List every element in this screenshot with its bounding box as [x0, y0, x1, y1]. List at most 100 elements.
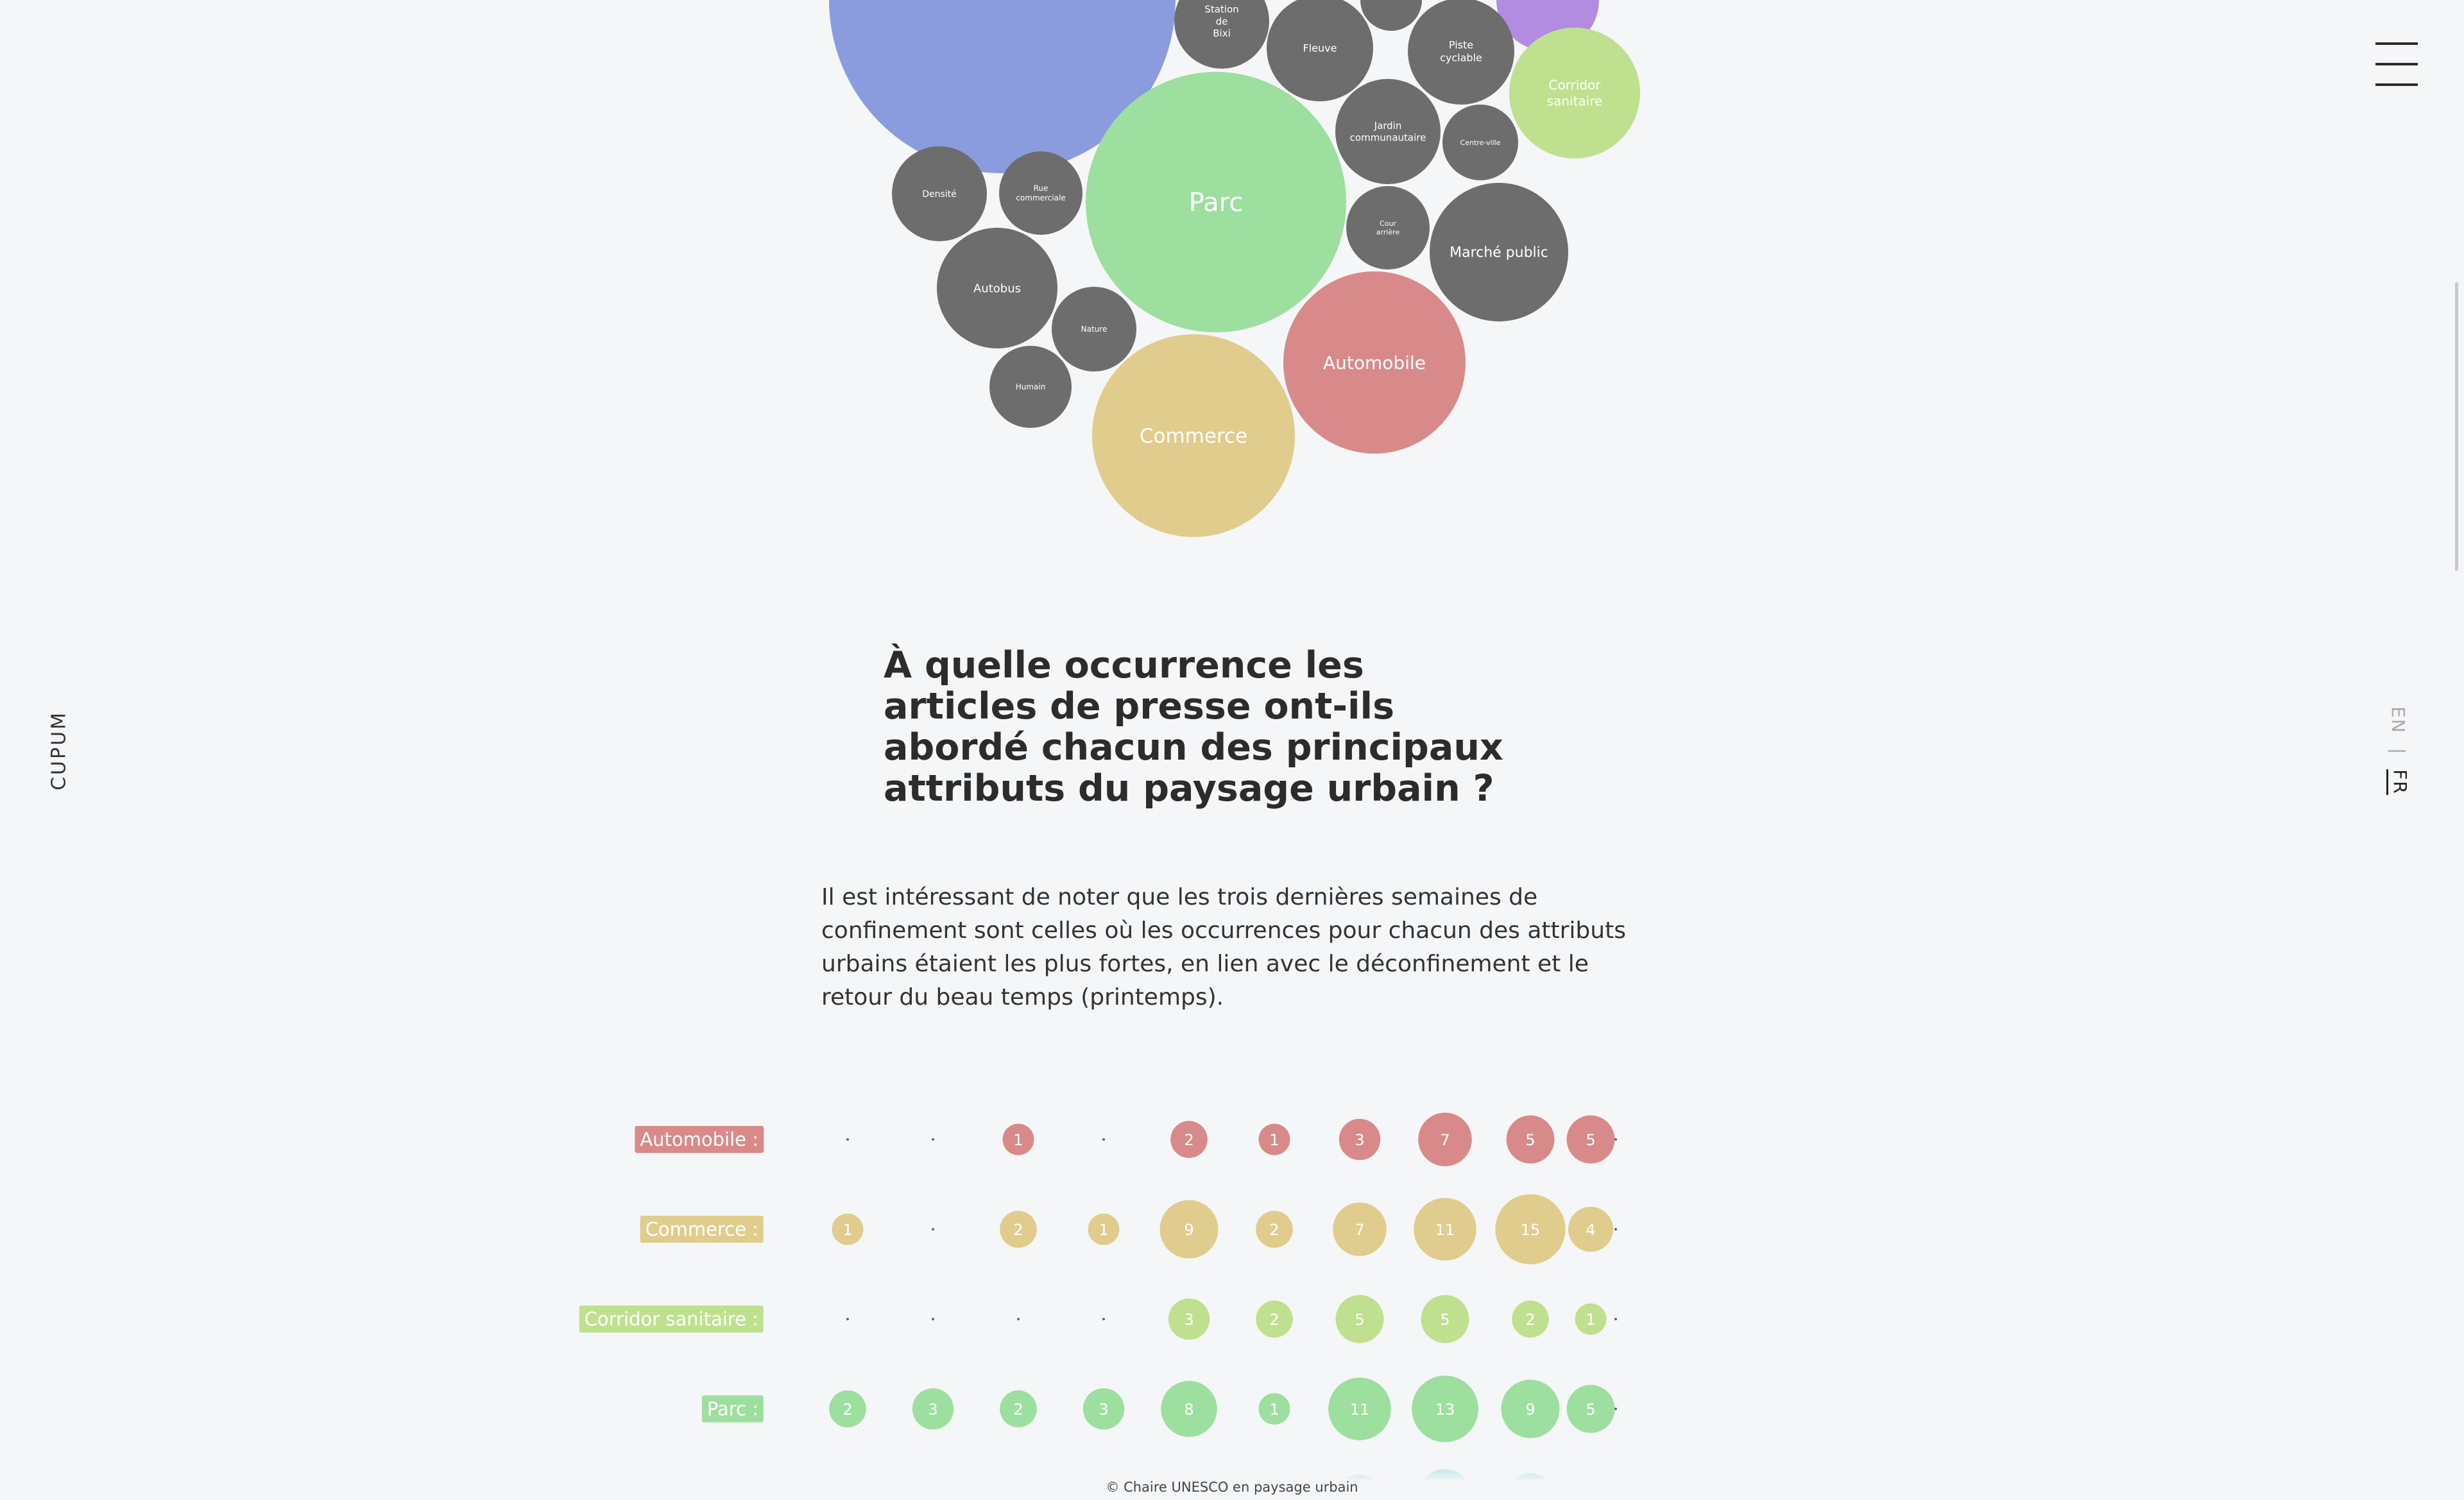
dot-value-label: 13: [1435, 1401, 1455, 1419]
bubble-label: Rue commerciale: [1016, 184, 1065, 203]
dot-value-label: 5: [1586, 1131, 1595, 1149]
bubble-jardin-communautaire[interactable]: [1335, 79, 1441, 184]
dot-mark[interactable]: [1102, 1318, 1105, 1320]
bubble-rue-commerciale[interactable]: [999, 151, 1082, 235]
dot-value-label: 3: [1099, 1401, 1108, 1419]
bubble-label: Centre-ville: [1460, 139, 1501, 147]
dot-value-label: 8: [1184, 1401, 1194, 1419]
dot-mark[interactable]: [932, 1228, 934, 1231]
dot-value-label: 1: [1013, 1131, 1023, 1149]
dot-mark[interactable]: [1566, 1115, 1615, 1164]
bubble-unlabeled-1[interactable]: [1360, 0, 1422, 31]
dot-value-label: 9: [1525, 1401, 1535, 1419]
bubble-unlabeled-0[interactable]: [829, 0, 1176, 173]
dot-value-label: 5: [1355, 1311, 1364, 1329]
dot-mark[interactable]: [1568, 1207, 1613, 1252]
bubble-centre-ville[interactable]: [1442, 105, 1518, 180]
dot-mark[interactable]: [1575, 1303, 1607, 1335]
bubble-parc[interactable]: [1086, 72, 1346, 332]
dot-mark[interactable]: [1168, 1298, 1210, 1340]
dot-value-label: 1: [1586, 1311, 1595, 1329]
dot-mark[interactable]: [932, 1318, 934, 1320]
dot-mark[interactable]: [1161, 1381, 1217, 1437]
bubble-cour-arrière[interactable]: [1346, 186, 1430, 269]
dot-mark[interactable]: [1501, 1379, 1560, 1438]
dot-mark[interactable]: [1002, 1123, 1034, 1155]
dot-mark[interactable]: [1512, 1300, 1549, 1338]
dot-mark[interactable]: [1258, 1123, 1290, 1155]
dot-mark[interactable]: [1328, 1377, 1391, 1440]
dot-mark[interactable]: [1614, 1318, 1617, 1320]
dot-mark[interactable]: [1566, 1385, 1615, 1433]
lang-en-link[interactable]: EN: [2388, 706, 2409, 734]
dot-mark[interactable]: [846, 1138, 849, 1141]
bubble-label: Corridor sanitaire: [1547, 78, 1603, 109]
dot-mark[interactable]: [1614, 1138, 1617, 1141]
dot-mark[interactable]: [1414, 1198, 1476, 1261]
bubble-commerce[interactable]: [1092, 334, 1295, 537]
bubble-piste-cyclable[interactable]: [1408, 0, 1514, 105]
series-label: Commerce :: [640, 1216, 764, 1243]
dot-mark[interactable]: [932, 1138, 934, 1141]
bubble-label: Fleuve: [1303, 42, 1337, 55]
dot-mark[interactable]: [1000, 1390, 1037, 1428]
bubble-densité[interactable]: [892, 146, 987, 241]
dot-mark[interactable]: [1335, 1295, 1384, 1343]
dot-mark[interactable]: [1082, 1388, 1125, 1430]
bubble-chart: Station de Bixi Fleuve Piste cyclable Corridor…: [829, 0, 1640, 537]
bottom-fade: [0, 1451, 2464, 1483]
dot-mark[interactable]: [1333, 1202, 1387, 1256]
lang-fr-link[interactable]: FR: [2386, 769, 2411, 795]
dot-mark[interactable]: [1256, 1211, 1293, 1248]
dot-mark[interactable]: [1000, 1211, 1037, 1248]
bubble-label: Automobile: [1323, 352, 1426, 373]
footer-copyright: © Chaire UNESCO en paysage urbain: [0, 1479, 2464, 1500]
dot-value-label: 2: [1269, 1221, 1279, 1239]
dot-mark[interactable]: [1088, 1213, 1120, 1245]
dot-mark[interactable]: [846, 1318, 849, 1320]
language-switcher: EN | FR: [2386, 706, 2411, 795]
lang-separator: |: [2388, 747, 2409, 756]
hamburger-menu-icon[interactable]: [2375, 40, 2418, 89]
bubble-fleuve[interactable]: [1267, 0, 1373, 101]
dot-mark[interactable]: [1339, 1118, 1381, 1161]
dot-value-label: 15: [1521, 1221, 1541, 1239]
dot-value-label: 3: [1184, 1311, 1194, 1329]
series-label: Parc :: [701, 1395, 764, 1422]
dot-value-label: 2: [1013, 1401, 1023, 1419]
brand-vertical-label[interactable]: CUPUM: [47, 711, 71, 790]
bubble-humain[interactable]: [989, 346, 1072, 428]
dot-mark[interactable]: [1102, 1138, 1105, 1141]
dot-mark[interactable]: [1017, 1318, 1020, 1320]
dot-mark[interactable]: [1495, 1194, 1566, 1265]
bubble-nature[interactable]: [1052, 287, 1136, 371]
bubble-station-de-bixi[interactable]: [1174, 0, 1269, 69]
dot-mark[interactable]: [832, 1213, 864, 1245]
dot-value-label: 1: [1269, 1401, 1279, 1419]
bubble-label: Humain: [1016, 382, 1046, 391]
dot-mark[interactable]: [912, 1388, 954, 1430]
bubble-corridor-sanitaire[interactable]: [1509, 28, 1640, 158]
dot-mark[interactable]: [1170, 1121, 1208, 1158]
dot-value-label: 11: [1350, 1401, 1370, 1419]
dot-mark[interactable]: [1506, 1115, 1555, 1164]
dot-mark[interactable]: [1412, 1376, 1478, 1442]
dot-mark[interactable]: [1614, 1228, 1617, 1231]
dot-mark[interactable]: [829, 1390, 866, 1428]
dot-mark[interactable]: [1258, 1393, 1290, 1425]
dot-mark[interactable]: [1256, 1300, 1293, 1338]
bubble-autobus[interactable]: [937, 228, 1057, 348]
bubble-marché-public[interactable]: [1430, 183, 1568, 321]
scrollbar-thumb[interactable]: [2455, 282, 2458, 571]
dot-mark[interactable]: [1159, 1200, 1219, 1259]
dot-mark[interactable]: [1418, 1112, 1472, 1166]
dot-value-label: 4: [1586, 1221, 1595, 1239]
bubble-label: Nature: [1081, 325, 1108, 334]
dot-value-label: 7: [1440, 1131, 1450, 1149]
dot-mark[interactable]: [1421, 1295, 1469, 1343]
bubble-automobile[interactable]: [1283, 271, 1466, 454]
series-label: Corridor sanitaire :: [579, 1306, 764, 1333]
dot-mark[interactable]: [1614, 1408, 1617, 1410]
dot-value-label: 1: [1269, 1131, 1279, 1149]
dot-value-label: 9: [1184, 1221, 1194, 1239]
